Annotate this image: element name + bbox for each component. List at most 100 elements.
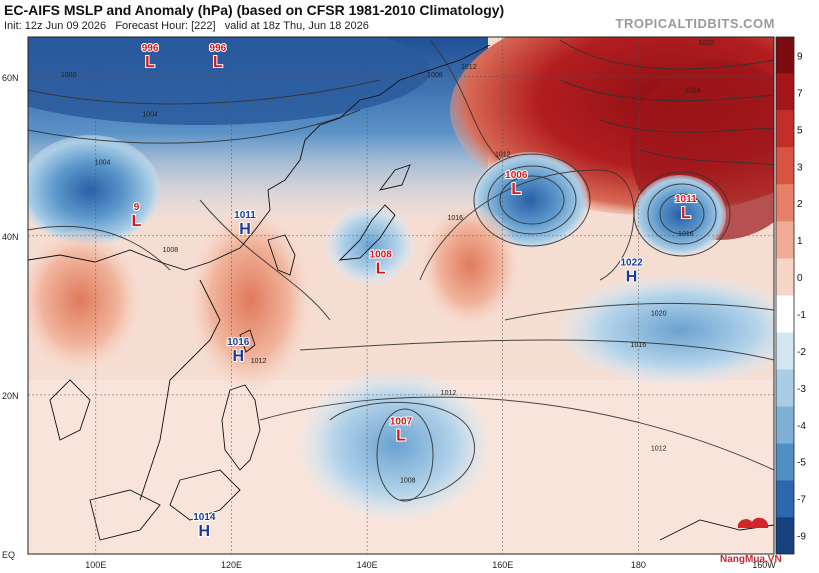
- isobar-label: 1016: [447, 215, 463, 222]
- colorbar-tick-label: -2: [797, 347, 806, 358]
- isobar-label: 1020: [651, 310, 667, 317]
- center-pressure-value: 1008: [370, 250, 393, 261]
- isobar-label: 1008: [163, 247, 179, 254]
- lon-tick-label: 120E: [221, 560, 242, 570]
- colorbar-segment: [776, 110, 794, 148]
- isobar-label: 1004: [142, 112, 158, 119]
- graticule: [28, 37, 774, 554]
- isobar-label: 1000: [61, 72, 77, 79]
- center-pressure-value: 1006: [505, 170, 528, 181]
- chart-subtitle: Init: 12z Jun 09 2026 Forecast Hour: [22…: [4, 20, 369, 32]
- colorbar-tick-label: -9: [797, 532, 806, 543]
- center-pressure-value: 1014: [193, 512, 216, 523]
- colorbar-tick-label: 0: [797, 273, 803, 284]
- colorbar-segment: [776, 147, 794, 185]
- colorbar-tick-label: -7: [797, 495, 806, 506]
- lat-tick-label: 20N: [2, 391, 19, 401]
- colorbar-tick-label: 9: [797, 51, 803, 62]
- center-pressure-value: 9: [134, 202, 140, 213]
- isobars: [28, 39, 774, 502]
- colorbar-segment: [776, 221, 794, 259]
- valid-time: valid at 18z Thu, Jun 18 2026: [224, 20, 369, 32]
- colorbar-segment: [776, 443, 794, 481]
- isobar-label: 1012: [461, 64, 477, 71]
- lon-tick-label: 160W: [752, 560, 776, 570]
- anomaly-colorbar: 9 7 5 3 2 1 0 -1 -2 -3 -4 -5 -7 -9: [775, 36, 806, 555]
- colorbar-tick-label: 2: [797, 199, 803, 210]
- center-pressure-value: 996: [210, 43, 227, 54]
- coastlines: [28, 44, 774, 541]
- colorbar-tick-label: 7: [797, 88, 803, 99]
- lon-tick-label: 180: [631, 560, 646, 570]
- isobar-label: 1012: [651, 446, 667, 453]
- isobar-label: 1004: [95, 159, 111, 166]
- colorbar-tick-label: 3: [797, 162, 803, 173]
- center-type-letter: L: [213, 54, 223, 71]
- colorbar-tick-label: 1: [797, 236, 803, 247]
- lat-tick-label: EQ: [2, 550, 15, 560]
- lon-tick-label: 140E: [357, 560, 378, 570]
- plot-frame: [27, 36, 775, 555]
- init-time: Init: 12z Jun 09 2026: [4, 20, 107, 32]
- site-brand: TROPICALTIDBITS.COM: [615, 16, 775, 31]
- isobar-label: 1024: [685, 88, 701, 95]
- colorbar-segment: [776, 258, 794, 296]
- isobar-label: 1012: [441, 390, 457, 397]
- lon-tick-label: 100E: [85, 560, 106, 570]
- lon-tick-label: 160E: [492, 560, 513, 570]
- forecast-hour: Forecast Hour: [222]: [115, 20, 216, 32]
- colorbar-tick-label: -5: [797, 458, 806, 469]
- colorbar-tick-label: -1: [797, 310, 806, 321]
- watermark-logo: NangMua.VN: [720, 517, 782, 565]
- center-pressure-value: 1016: [227, 337, 250, 348]
- center-type-letter: L: [396, 428, 406, 445]
- isobar-label: 1020: [698, 40, 714, 47]
- isobar-label: 1016: [631, 342, 647, 349]
- isobar-label: 1016: [678, 231, 694, 238]
- watermark-text: NangMua.VN: [720, 554, 782, 565]
- colorbar-segment: [776, 369, 794, 407]
- isobar-labels: 1000 1004 1008 1008 1012 1012 1016 1016 1020 1024…: [61, 40, 714, 484]
- center-type-letter: H: [239, 221, 251, 238]
- low-pressure-center: 9L: [131, 201, 143, 231]
- center-type-letter: L: [511, 181, 521, 198]
- longitude-axis: 100E 120E 140E 160E 180 160W: [85, 560, 776, 570]
- center-pressure-value: 1011: [675, 194, 697, 205]
- isobar-label: 1008: [427, 72, 443, 79]
- colorbar-segment: [776, 480, 794, 518]
- center-type-letter: H: [232, 348, 244, 365]
- colorbar-tick-label: 5: [797, 125, 803, 136]
- center-pressure-value: 1022: [620, 258, 643, 269]
- latitude-axis: 60N 40N 20N EQ: [2, 73, 19, 560]
- anomaly-field: [28, 37, 774, 554]
- lat-tick-label: 40N: [2, 232, 19, 242]
- isobar-label: 1012: [495, 151, 511, 158]
- isobar-label: 1012: [251, 358, 267, 365]
- center-type-letter: L: [132, 213, 142, 230]
- center-type-letter: L: [376, 261, 386, 278]
- center-pressure-value: 1007: [390, 417, 413, 428]
- colorbar-segment: [776, 37, 794, 74]
- center-pressure-value: 996: [142, 43, 159, 54]
- lat-tick-label: 60N: [2, 73, 19, 83]
- colorbar-segment: [776, 517, 794, 554]
- colorbar-tick-label: -3: [797, 384, 806, 395]
- colorbar-segment: [776, 406, 794, 444]
- center-type-letter: L: [681, 205, 691, 222]
- colorbar-frame: [775, 36, 795, 555]
- colorbar-segment: [776, 332, 794, 370]
- center-type-letter: H: [199, 523, 211, 540]
- colorbar-tick-label: -4: [797, 421, 806, 432]
- colorbar-segment: [776, 184, 794, 222]
